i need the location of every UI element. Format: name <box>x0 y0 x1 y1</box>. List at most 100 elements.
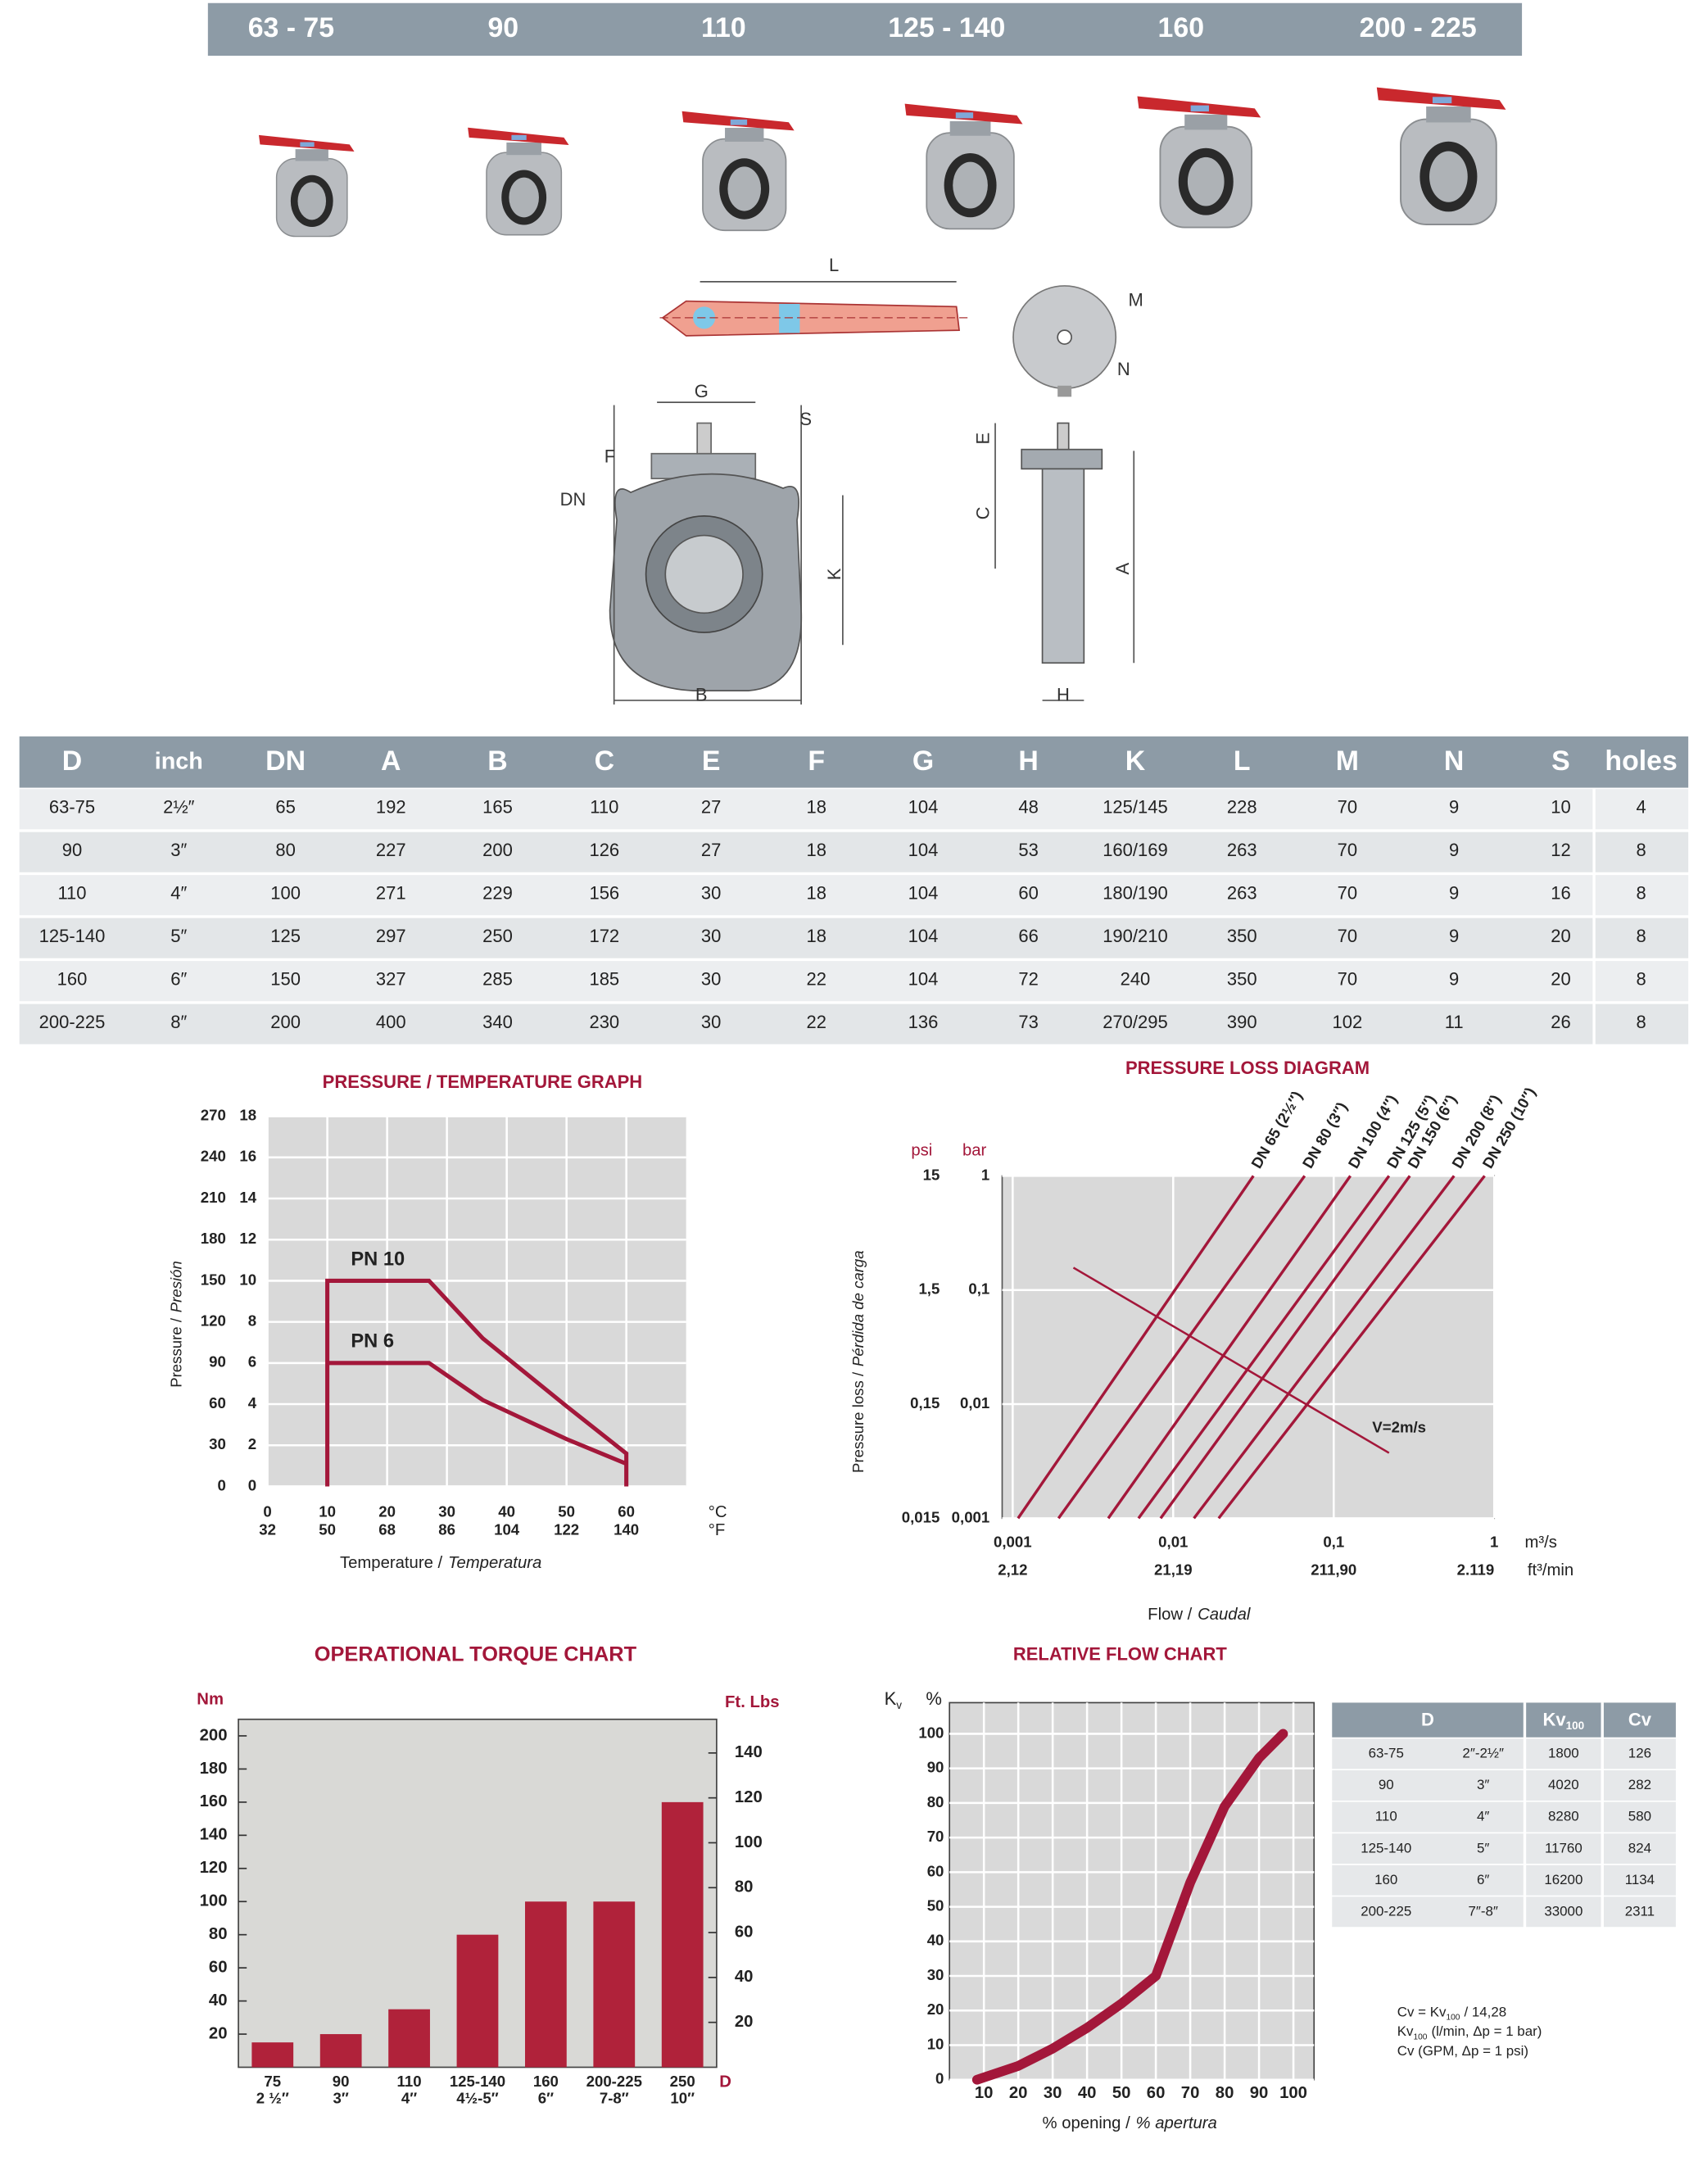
table-cell: 63-75 <box>49 797 95 818</box>
plot-area <box>1001 1175 1496 1520</box>
x2-tick-label: 140 <box>614 1521 639 1538</box>
drawing-label: M <box>1128 289 1143 310</box>
series-line <box>325 1278 629 1487</box>
table-cell: 22 <box>806 969 826 990</box>
x2-unit: °F <box>709 1521 726 1539</box>
table-cell: 60 <box>1018 883 1038 904</box>
y-tick-label: 70 <box>927 1828 944 1845</box>
bar <box>456 1934 499 2068</box>
column-header: A <box>381 745 401 777</box>
x-tick-label: 30 <box>1044 2084 1062 2102</box>
y2-tick-label: 240 <box>201 1148 226 1165</box>
table-cell: 126 <box>1628 1746 1651 1761</box>
bar <box>524 1901 567 2068</box>
label-part: % apertura <box>1136 2114 1217 2132</box>
y-tick-label: 4 <box>248 1394 257 1411</box>
y2-tick-label: 1,5 <box>918 1280 940 1298</box>
label-part: 100 <box>1414 2032 1428 2041</box>
y-tick-label: 100 <box>200 1892 228 1910</box>
column-header: holes <box>1605 745 1677 777</box>
column-header: Cv <box>1628 1709 1652 1729</box>
y-axis-label: Pressure / Presión <box>168 1261 185 1388</box>
size-header: 63 - 75 <box>248 12 334 43</box>
table-cell: 200 <box>270 1012 301 1032</box>
table-cell: 126 <box>589 840 619 860</box>
table-cell: 9 <box>1449 797 1459 818</box>
label-part: Cv <box>1628 1709 1652 1729</box>
y-tick-label: 0,001 <box>952 1508 990 1525</box>
y-unit: bar <box>962 1141 987 1159</box>
table-cell: 9 <box>1449 926 1459 946</box>
series-line <box>1107 1175 1352 1520</box>
table-row <box>19 789 1593 830</box>
y2-tick-label: 90 <box>209 1353 226 1371</box>
label-part: D <box>1421 1709 1434 1729</box>
y2-tick-label: 120 <box>735 1788 763 1806</box>
label-part: Temperatura <box>448 1555 541 1573</box>
series-line <box>1217 1175 1486 1520</box>
table-cell: 8 <box>1637 926 1646 946</box>
y-tick-label: 14 <box>239 1189 256 1206</box>
chart-title: PRESSURE / TEMPERATURE GRAPH <box>323 1072 642 1092</box>
x-tick-label: 4″ <box>401 2089 417 2106</box>
column-header: N <box>1444 745 1464 777</box>
x-tick-label: 4½-5″ <box>456 2089 498 2106</box>
table-cell: 30 <box>701 1012 721 1032</box>
table-row <box>19 1004 1593 1044</box>
table-cell: 5″ <box>170 926 187 946</box>
table-cell: 297 <box>376 926 406 946</box>
x-tick-label: 50 <box>1112 2084 1131 2102</box>
valve-image <box>1136 95 1262 229</box>
table-cell: 80 <box>275 840 295 860</box>
y2-tick-label: 80 <box>735 1878 754 1896</box>
chart-title: RELATIVE FLOW CHART <box>1013 1644 1228 1665</box>
table-row <box>1595 831 1689 872</box>
table-cell: 22 <box>806 1012 826 1032</box>
x-tick-label: 1 <box>1490 1534 1498 1551</box>
chart-title: PRESSURE LOSS DIAGRAM <box>1125 1058 1370 1078</box>
column-header: E <box>702 745 721 777</box>
x-axis-label: Flow / Caudal <box>1148 1606 1251 1624</box>
y2-tick-label: 270 <box>201 1107 226 1124</box>
x-tick-label: 20 <box>1009 2084 1028 2102</box>
table-row <box>1332 1865 1676 1896</box>
y-tick-label: 40 <box>927 1932 944 1949</box>
label-part: Cv = Kv <box>1397 2005 1447 2020</box>
table-cell: 30 <box>701 883 721 904</box>
table-cell: 192 <box>376 797 406 818</box>
table-cell: 90 <box>1379 1777 1394 1792</box>
valve-image <box>681 110 795 232</box>
label-part: 100 <box>1446 2013 1460 2022</box>
x-tick-label: 10 <box>975 2084 994 2102</box>
table-row <box>1332 1770 1676 1801</box>
x2-unit: ft³/min <box>1528 1561 1573 1579</box>
x-tick-label: 50 <box>558 1503 575 1520</box>
drawing-label: B <box>695 685 708 705</box>
x-tick-label: 0,001 <box>994 1534 1032 1551</box>
table-cell: 172 <box>589 926 619 946</box>
y-tick-label: 140 <box>200 1826 228 1844</box>
table-row <box>1595 1004 1689 1044</box>
y2-tick-label: 15 <box>923 1166 940 1183</box>
table-cell: 18 <box>806 883 826 904</box>
y2-unit: Ft. Lbs <box>725 1693 780 1711</box>
drawing-label: G <box>695 381 709 401</box>
label-part: Kv <box>1543 1709 1567 1729</box>
chart-title: OPERATIONAL TORQUE CHART <box>315 1643 637 1666</box>
label-part: Kv <box>1397 2024 1414 2040</box>
series-line <box>1159 1175 1411 1520</box>
table-cell: 16200 <box>1544 1872 1583 1887</box>
table-cell: 73 <box>1018 1012 1038 1032</box>
series-line <box>1017 1175 1255 1520</box>
table-cell: 270/295 <box>1103 1012 1167 1032</box>
label-part: Temperature / <box>340 1555 443 1573</box>
size-header: 125 - 140 <box>888 12 1005 43</box>
table-cell: 20 <box>1551 969 1570 990</box>
table-cell: 156 <box>589 883 619 904</box>
y2-tick-label: 140 <box>735 1743 763 1761</box>
x-tick-label: 0 <box>263 1503 271 1520</box>
table-cell: 48 <box>1018 797 1038 818</box>
formula-note: Cv = Kv100 / 14,28 <box>1397 2005 1506 2022</box>
table-cell: 190/210 <box>1103 926 1167 946</box>
